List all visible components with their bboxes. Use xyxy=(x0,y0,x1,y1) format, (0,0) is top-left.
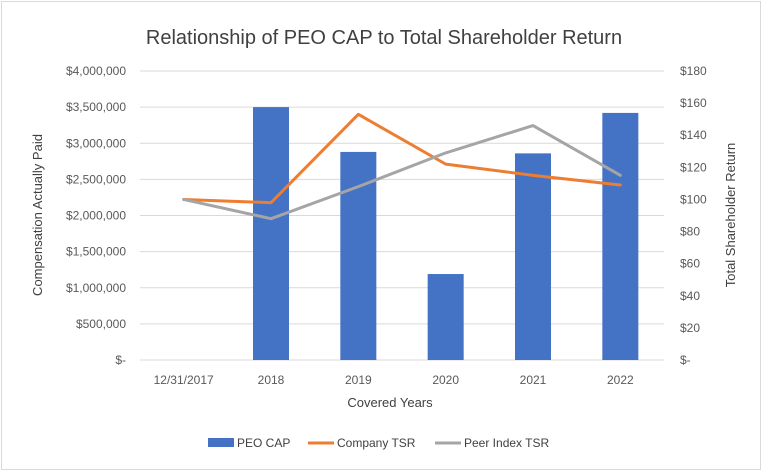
x-tick-label: 12/31/2017 xyxy=(154,373,214,387)
chart-title: Relationship of PEO CAP to Total Shareho… xyxy=(146,27,622,49)
x-axis-ticks: 12/31/2017 2018 2019 2020 2021 2022 xyxy=(154,373,634,387)
right-tick-label: $- xyxy=(680,353,691,367)
right-tick-label: $120 xyxy=(680,160,707,174)
bar-peo-cap xyxy=(515,153,551,360)
x-tick-label: 2018 xyxy=(258,373,285,387)
x-axis-title: Covered Years xyxy=(347,395,433,410)
left-tick-label: $2,500,000 xyxy=(66,172,126,186)
left-tick-label: $3,000,000 xyxy=(66,136,126,150)
left-tick-label: $3,500,000 xyxy=(66,100,126,114)
right-axis-ticks: $- $20 $40 $60 $80 $100 $120 $140 $160 $180 xyxy=(680,64,707,367)
left-tick-label: $2,000,000 xyxy=(66,209,126,223)
left-tick-label: $1,500,000 xyxy=(66,245,126,259)
right-tick-label: $160 xyxy=(680,96,707,110)
bar-peo-cap xyxy=(602,112,639,360)
bar-peo-cap xyxy=(427,274,464,360)
line-series xyxy=(182,112,622,221)
bar-peo-cap xyxy=(253,107,289,360)
right-tick-label: $140 xyxy=(680,128,707,142)
right-tick-label: $100 xyxy=(680,192,707,206)
right-tick-label: $20 xyxy=(680,321,700,335)
right-tick-label: $40 xyxy=(680,289,700,303)
legend: PEO CAP Company TSR Peer Index TSR xyxy=(208,436,549,450)
right-tick-label: $180 xyxy=(680,64,707,78)
left-tick-label: $1,000,000 xyxy=(66,281,126,295)
left-tick-label: $500,000 xyxy=(76,317,126,331)
legend-label-peer-index-tsr: Peer Index TSR xyxy=(464,436,549,450)
legend-label-company-tsr: Company TSR xyxy=(337,436,416,450)
gridlines xyxy=(140,70,664,361)
left-tick-label: $4,000,000 xyxy=(66,64,126,78)
x-tick-label: 2020 xyxy=(432,373,459,387)
x-tick-label: 2021 xyxy=(520,373,547,387)
left-tick-label: $- xyxy=(115,353,126,367)
y-axis-left-title: Compensation Actually Paid xyxy=(30,134,45,296)
legend-swatch-peo-cap xyxy=(208,438,234,447)
legend-label-peo-cap: PEO CAP xyxy=(237,436,290,450)
line-company-tsr xyxy=(182,112,622,205)
left-axis-ticks: $- $500,000 $1,000,000 $1,500,000 $2,000,000… xyxy=(66,64,126,367)
y-axis-right-title: Total Shareholder Return xyxy=(723,143,738,288)
right-tick-label: $60 xyxy=(680,257,700,271)
right-tick-label: $80 xyxy=(680,225,700,239)
x-tick-label: 2022 xyxy=(607,373,634,387)
x-tick-label: 2019 xyxy=(345,373,372,387)
line-peer-index-tsr xyxy=(182,124,622,221)
bar-series xyxy=(253,107,639,360)
